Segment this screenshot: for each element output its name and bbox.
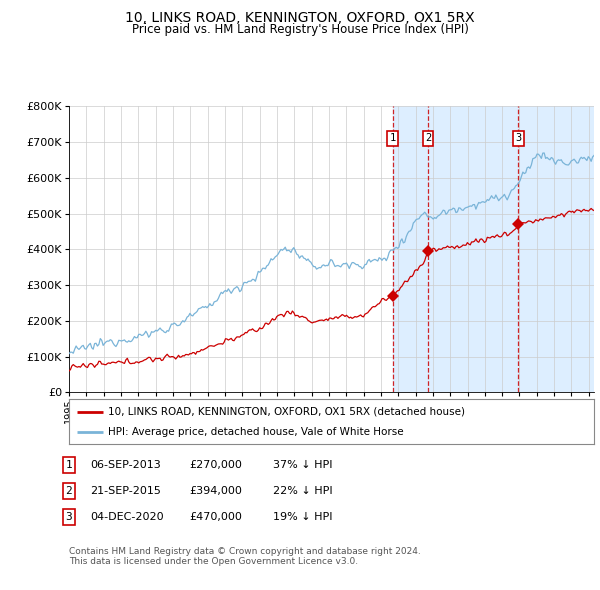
Text: This data is licensed under the Open Government Licence v3.0.: This data is licensed under the Open Gov… <box>69 558 358 566</box>
Text: Contains HM Land Registry data © Crown copyright and database right 2024.: Contains HM Land Registry data © Crown c… <box>69 547 421 556</box>
Text: 1: 1 <box>389 133 396 143</box>
Text: £470,000: £470,000 <box>189 512 242 522</box>
Text: 06-SEP-2013: 06-SEP-2013 <box>90 460 161 470</box>
Text: 10, LINKS ROAD, KENNINGTON, OXFORD, OX1 5RX: 10, LINKS ROAD, KENNINGTON, OXFORD, OX1 … <box>125 11 475 25</box>
Text: Price paid vs. HM Land Registry's House Price Index (HPI): Price paid vs. HM Land Registry's House … <box>131 23 469 36</box>
Text: 10, LINKS ROAD, KENNINGTON, OXFORD, OX1 5RX (detached house): 10, LINKS ROAD, KENNINGTON, OXFORD, OX1 … <box>109 407 466 417</box>
Text: 22% ↓ HPI: 22% ↓ HPI <box>273 486 332 496</box>
Text: £270,000: £270,000 <box>189 460 242 470</box>
Text: 37% ↓ HPI: 37% ↓ HPI <box>273 460 332 470</box>
Text: HPI: Average price, detached house, Vale of White Horse: HPI: Average price, detached house, Vale… <box>109 427 404 437</box>
Text: 2: 2 <box>65 486 73 496</box>
Bar <box>392 106 428 392</box>
Text: 3: 3 <box>65 512 73 522</box>
Text: £394,000: £394,000 <box>189 486 242 496</box>
Text: 1: 1 <box>65 460 73 470</box>
Text: 19% ↓ HPI: 19% ↓ HPI <box>273 512 332 522</box>
Text: 04-DEC-2020: 04-DEC-2020 <box>90 512 164 522</box>
Text: 3: 3 <box>515 133 521 143</box>
Text: 2: 2 <box>425 133 431 143</box>
Bar <box>428 106 594 392</box>
Text: 21-SEP-2015: 21-SEP-2015 <box>90 486 161 496</box>
